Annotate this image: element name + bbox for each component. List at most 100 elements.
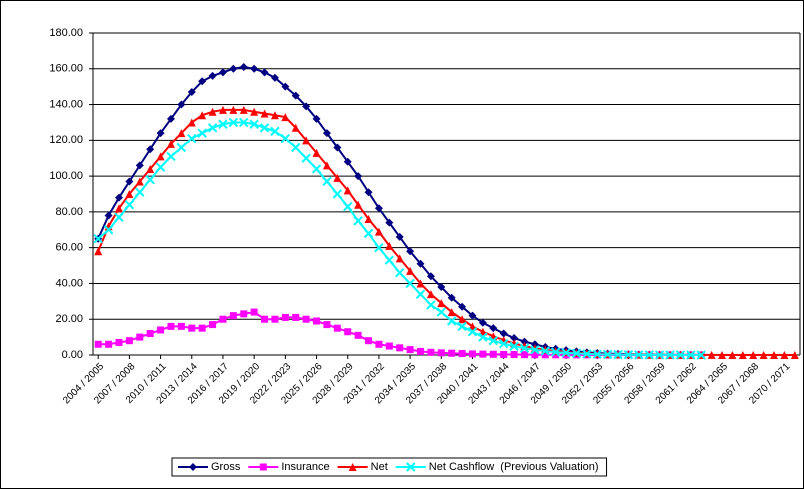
- marker: [436, 307, 447, 317]
- marker: [218, 68, 227, 77]
- marker: [322, 161, 331, 170]
- legend-marker: [189, 463, 197, 471]
- marker: [406, 346, 414, 354]
- marker: [530, 345, 540, 355]
- marker: [531, 351, 539, 359]
- marker: [363, 228, 374, 239]
- marker: [540, 346, 550, 356]
- marker: [301, 153, 311, 163]
- marker: [510, 334, 519, 343]
- marker: [696, 350, 706, 360]
- marker: [374, 242, 384, 253]
- marker: [333, 143, 342, 152]
- marker: [302, 136, 311, 145]
- marker: [500, 350, 508, 358]
- marker: [94, 340, 102, 348]
- marker: [426, 290, 435, 299]
- marker: [270, 73, 279, 82]
- y-tick-label: 0.00: [62, 349, 83, 361]
- marker: [332, 189, 343, 199]
- marker: [675, 350, 686, 360]
- marker: [323, 321, 331, 329]
- marker: [385, 342, 393, 350]
- marker: [157, 326, 165, 334]
- marker: [94, 247, 103, 256]
- marker: [333, 173, 342, 182]
- marker: [229, 64, 238, 73]
- marker: [718, 350, 727, 359]
- marker: [198, 111, 207, 120]
- y-tick-label: 120.00: [49, 134, 83, 146]
- marker: [239, 105, 248, 114]
- marker: [343, 201, 353, 212]
- marker: [510, 351, 518, 359]
- marker: [93, 234, 103, 244]
- marker: [207, 123, 218, 133]
- marker: [187, 118, 196, 127]
- marker: [354, 172, 363, 181]
- marker: [146, 330, 154, 338]
- marker: [416, 259, 425, 268]
- marker: [509, 341, 519, 351]
- legend-marker: [348, 463, 357, 471]
- marker: [198, 77, 207, 86]
- marker: [302, 315, 310, 323]
- marker: [519, 343, 530, 353]
- marker: [156, 129, 165, 138]
- marker: [166, 151, 176, 162]
- marker: [239, 117, 249, 128]
- legend: Gross Insurance Net Net Cashflow (Previous …: [171, 457, 608, 477]
- marker: [582, 349, 592, 359]
- marker: [240, 310, 248, 318]
- marker: [415, 289, 426, 299]
- y-tick-label: 180.00: [49, 27, 83, 39]
- marker: [458, 302, 467, 311]
- marker: [229, 105, 238, 114]
- marker: [550, 347, 561, 357]
- marker: [291, 123, 300, 132]
- marker: [250, 308, 258, 316]
- marker: [177, 100, 186, 109]
- marker: [489, 350, 497, 358]
- marker: [447, 293, 456, 302]
- marker: [228, 117, 239, 128]
- legend-marker: [406, 462, 416, 472]
- marker: [125, 190, 134, 198]
- marker: [447, 308, 456, 317]
- marker: [197, 128, 207, 138]
- marker: [280, 133, 291, 144]
- marker: [219, 315, 227, 323]
- marker: [103, 225, 114, 235]
- marker: [426, 272, 435, 281]
- marker: [302, 102, 311, 111]
- marker: [654, 350, 665, 360]
- marker: [780, 350, 789, 359]
- marker: [406, 266, 415, 275]
- marker: [187, 133, 197, 144]
- marker: [728, 350, 737, 359]
- marker: [458, 315, 467, 324]
- y-tick-label: 20.00: [55, 313, 83, 325]
- marker: [124, 200, 135, 210]
- marker: [385, 218, 394, 227]
- marker: [114, 193, 123, 202]
- marker: [405, 278, 415, 289]
- marker: [208, 71, 217, 80]
- marker: [176, 142, 187, 153]
- marker: [354, 200, 363, 209]
- marker: [167, 322, 175, 330]
- marker: [125, 337, 133, 345]
- marker: [520, 337, 529, 346]
- marker: [135, 177, 144, 186]
- marker: [270, 126, 280, 137]
- marker: [374, 227, 383, 236]
- marker: [198, 324, 206, 332]
- marker: [135, 161, 144, 170]
- marker: [416, 279, 425, 288]
- marker: [623, 350, 634, 360]
- marker: [259, 123, 270, 133]
- marker: [665, 350, 675, 360]
- legend-label: Net Cashflow (Previous Valuation): [429, 461, 599, 473]
- marker: [571, 348, 582, 359]
